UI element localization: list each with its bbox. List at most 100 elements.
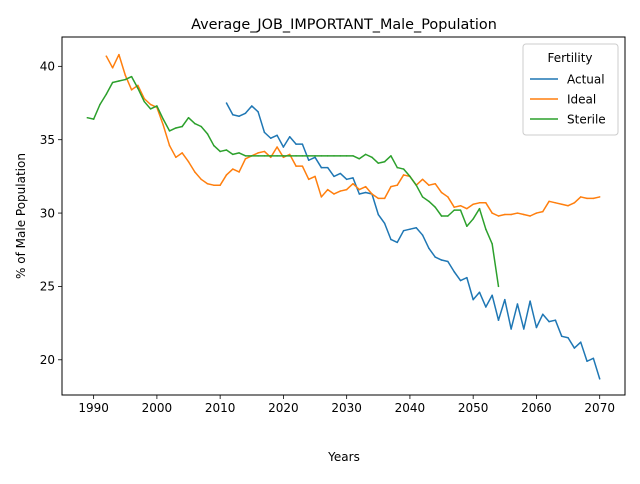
data-point-sterile xyxy=(472,218,474,220)
data-point-ideal xyxy=(535,212,538,214)
data-point-actual xyxy=(440,259,443,261)
data-point-sterile xyxy=(86,116,89,119)
data-point-ideal xyxy=(478,202,481,204)
data-point-actual xyxy=(485,306,487,308)
data-point-actual xyxy=(459,279,462,282)
data-point-sterile xyxy=(326,155,329,157)
x-tick-label: 2030 xyxy=(331,401,362,415)
data-point-actual xyxy=(586,360,588,362)
data-point-ideal xyxy=(554,202,557,204)
data-point-ideal xyxy=(276,146,278,148)
data-point-sterile xyxy=(301,155,304,157)
data-point-ideal xyxy=(548,200,550,203)
data-point-sterile xyxy=(181,125,183,128)
data-point-actual xyxy=(364,191,367,194)
data-point-sterile xyxy=(187,116,190,119)
data-point-sterile xyxy=(440,215,443,217)
data-point-ideal xyxy=(421,178,424,181)
data-point-ideal xyxy=(288,153,291,156)
data-point-sterile xyxy=(149,108,152,110)
data-point-sterile xyxy=(491,243,493,245)
legend-entry-actual: Actual xyxy=(530,72,605,86)
data-point-ideal xyxy=(504,213,506,216)
data-point-sterile xyxy=(447,215,449,217)
data-point-ideal xyxy=(491,212,493,214)
data-point-actual xyxy=(497,319,500,321)
data-point-ideal xyxy=(523,213,525,216)
data-point-sterile xyxy=(105,93,108,95)
data-point-actual xyxy=(257,111,259,113)
data-point-ideal xyxy=(270,156,272,159)
data-point-ideal xyxy=(364,185,367,188)
data-point-ideal xyxy=(345,188,348,191)
data-point-ideal xyxy=(213,184,215,186)
data-point-actual xyxy=(301,143,304,145)
data-point-actual xyxy=(548,320,550,323)
data-point-actual xyxy=(542,313,544,316)
y-tick-label: 40 xyxy=(40,60,55,74)
data-point-sterile xyxy=(333,155,335,157)
data-point-ideal xyxy=(301,165,304,167)
data-point-actual xyxy=(516,303,519,305)
x-tick-label: 2040 xyxy=(395,401,426,415)
data-point-ideal xyxy=(472,203,474,206)
data-point-ideal xyxy=(390,185,392,188)
data-point-ideal xyxy=(510,213,512,216)
data-point-sterile xyxy=(314,155,316,157)
data-point-actual xyxy=(567,337,569,339)
data-point-sterile xyxy=(143,100,145,103)
data-point-ideal xyxy=(326,188,329,191)
y-tick-label: 25 xyxy=(40,280,55,294)
data-point-ideal xyxy=(175,156,177,159)
x-tick-label: 2010 xyxy=(205,401,236,415)
data-point-ideal xyxy=(396,184,399,186)
data-point-ideal xyxy=(162,124,164,126)
data-point-sterile xyxy=(421,196,424,198)
data-point-actual xyxy=(396,241,399,244)
data-point-actual xyxy=(276,134,278,137)
data-point-ideal xyxy=(440,191,443,194)
data-point-actual xyxy=(352,177,354,179)
data-point-ideal xyxy=(592,197,595,200)
data-point-sterile xyxy=(175,127,177,129)
data-point-actual xyxy=(244,112,247,115)
data-point-ideal xyxy=(263,150,266,153)
data-point-ideal xyxy=(257,152,259,154)
data-point-sterile xyxy=(194,122,196,125)
data-point-sterile xyxy=(478,207,481,210)
data-point-sterile xyxy=(497,285,500,288)
series-layer xyxy=(86,53,601,380)
data-point-ideal xyxy=(497,215,500,217)
series-actual xyxy=(225,102,601,380)
data-point-actual xyxy=(251,105,253,107)
data-point-ideal xyxy=(466,207,468,210)
data-point-ideal xyxy=(111,67,114,69)
data-point-sterile xyxy=(466,225,468,228)
data-point-ideal xyxy=(333,193,335,195)
data-point-sterile xyxy=(428,200,430,203)
data-point-sterile xyxy=(168,130,171,132)
data-point-actual xyxy=(598,378,601,380)
data-point-sterile xyxy=(225,149,228,151)
data-point-actual xyxy=(263,131,266,134)
data-point-ideal xyxy=(377,197,380,200)
data-point-ideal xyxy=(232,168,234,170)
data-point-ideal xyxy=(560,203,563,206)
data-point-actual xyxy=(383,222,386,225)
legend-entries: Actual Ideal Sterile xyxy=(530,72,606,126)
data-point-ideal xyxy=(194,171,196,173)
data-point-sterile xyxy=(377,162,380,164)
legend-label: Sterile xyxy=(567,112,606,126)
chart-title: Average_JOB_IMPORTANT_Male_Population xyxy=(191,17,497,33)
data-point-actual xyxy=(415,226,417,229)
data-point-ideal xyxy=(485,202,487,204)
data-point-ideal xyxy=(434,182,436,185)
data-point-ideal xyxy=(282,156,285,159)
data-point-sterile xyxy=(270,155,272,157)
data-point-ideal xyxy=(586,197,588,200)
series-sterile xyxy=(86,75,500,288)
data-point-sterile xyxy=(396,166,399,169)
data-point-sterile xyxy=(364,153,367,156)
data-point-actual xyxy=(326,166,329,169)
data-point-ideal xyxy=(105,55,108,57)
